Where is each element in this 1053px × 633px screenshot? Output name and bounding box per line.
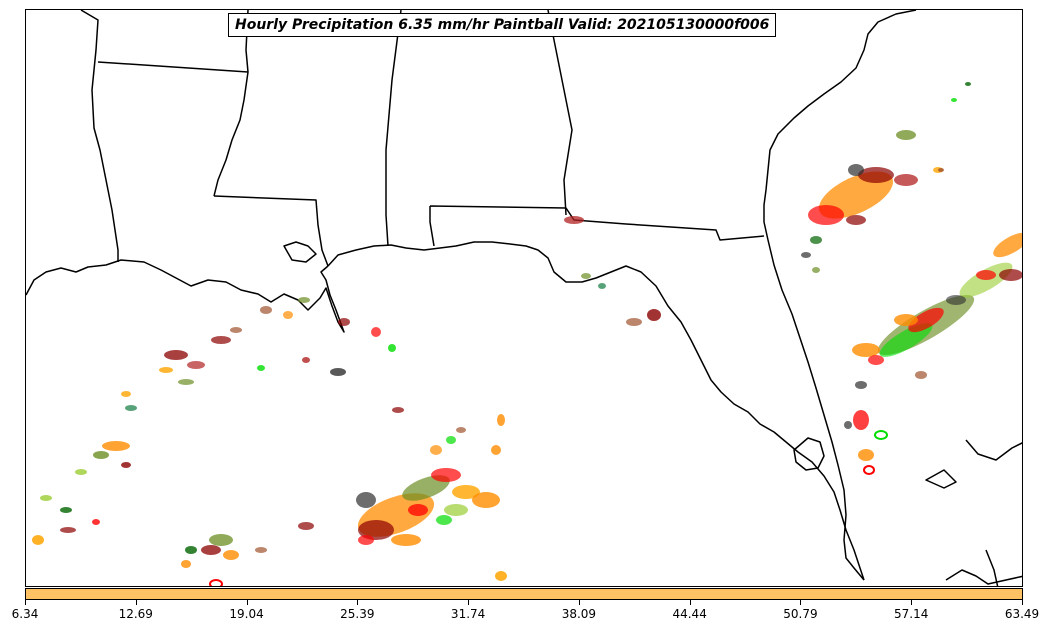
colorbar [25, 588, 1023, 600]
map-canvas [26, 10, 1022, 586]
colorbar-tick-label: 6.34 [11, 607, 39, 621]
state-border-ms-river [213, 10, 249, 197]
colorbar-tick-label: 25.39 [340, 607, 375, 621]
map-title: Hourly Precipitation 6.35 mm/hr Paintbal… [228, 13, 777, 37]
cuba-edge [945, 569, 1022, 585]
colorbar-tick [246, 600, 248, 605]
state-border-al-fl [429, 205, 765, 247]
colorbar-tick [135, 600, 137, 605]
colorbar-tick [25, 600, 26, 605]
state-border-ms-al [385, 10, 402, 247]
colorbar-tick [911, 600, 913, 605]
colorbar-tick-label: 63.49 [1004, 607, 1040, 621]
precip-paintball-layer [32, 82, 1022, 586]
colorbar-tick-label: 38.09 [561, 607, 597, 621]
bahamas-andros [925, 439, 1022, 586]
colorbar-tick-label: 31.74 [450, 607, 486, 621]
colorbar-tick [578, 600, 580, 605]
state-border-al-ga [547, 10, 573, 216]
pontchartrain [283, 241, 317, 263]
colorbar-tick [689, 600, 691, 605]
map-panel [25, 9, 1023, 587]
colorbar-tick [1022, 600, 1023, 605]
coastline-florida-east [763, 10, 917, 581]
state-border-ar-la [97, 61, 249, 73]
lake-okeechobee [793, 437, 825, 471]
colorbar-tick [800, 600, 802, 605]
colorbar-tick [357, 600, 359, 605]
colorbar-tick-label: 57.14 [894, 607, 929, 621]
colorbar-tick-label: 44.44 [672, 607, 707, 621]
colorbar-tick-label: 12.69 [118, 607, 153, 621]
state-border-la-ms [213, 195, 329, 267]
colorbar-tick [468, 600, 470, 605]
coastline-louisiana [26, 259, 345, 333]
state-border-tx-la [80, 10, 119, 262]
colorbar-tick-label: 19.04 [229, 607, 264, 621]
coastline-gulf-north [327, 241, 865, 581]
colorbar-tick-label: 50.79 [783, 607, 818, 621]
